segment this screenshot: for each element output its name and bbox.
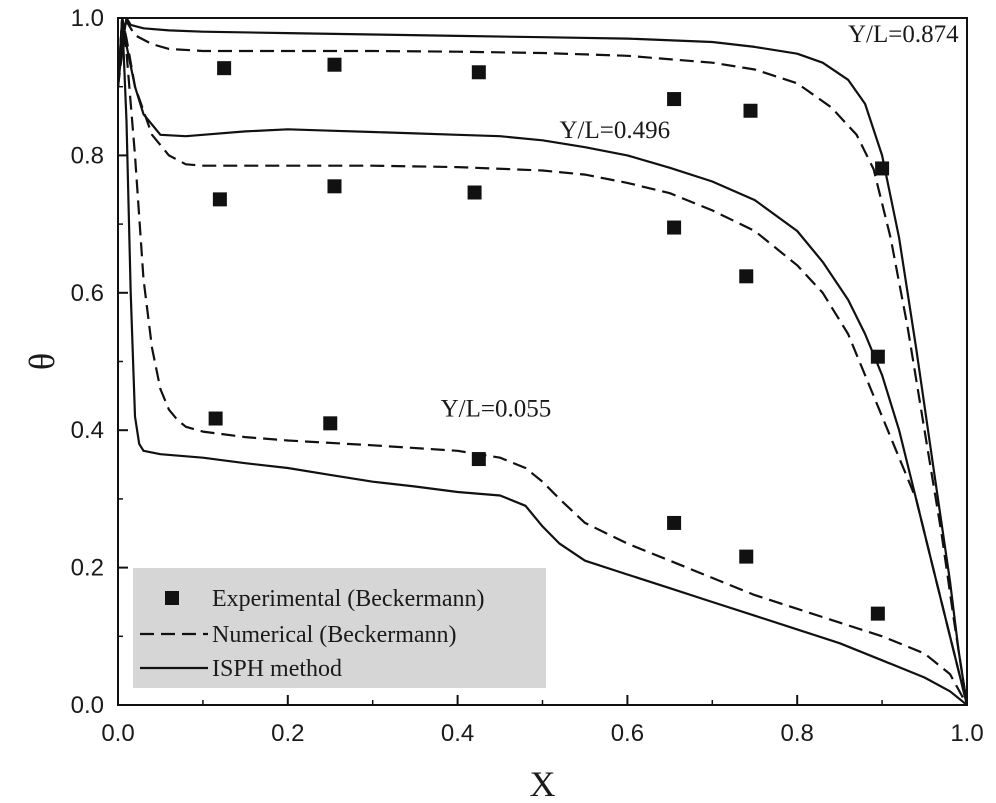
experimental-point-0055-3	[667, 515, 682, 530]
numerical-line-0874	[118, 20, 967, 705]
legend-label-1: Numerical (Beckermann)	[212, 622, 457, 648]
x-tick-label: 0.6	[611, 720, 644, 747]
x-tick-label: 1.0	[950, 720, 983, 747]
y-tick-label: 0.2	[71, 555, 104, 582]
experimental-point-0055-4	[739, 549, 754, 564]
experimental-point-0496-0	[212, 192, 227, 207]
isph-line-0496	[118, 18, 967, 705]
experimental-point-0055-2	[471, 452, 486, 467]
x-tick-label: 0.2	[271, 720, 304, 747]
y-tick-label: 0.6	[71, 280, 104, 307]
experimental-point-0496-2	[467, 185, 482, 200]
experimental-point-0874-1	[327, 57, 342, 72]
y-axis-title: θ	[22, 353, 62, 370]
experimental-point-0496-5	[870, 349, 885, 364]
numerical-line-0496	[118, 18, 967, 705]
legend-label-0: Experimental (Beckermann)	[212, 586, 485, 612]
annotations: Y/L=0.874 Y/L=0.496 Y/L=0.055	[208, 21, 959, 621]
legend-label-2: ISPH method	[212, 656, 342, 682]
experimental-point-0874-2	[471, 65, 486, 80]
x-axis-title: X	[530, 764, 556, 803]
y-tick-label: 0.8	[71, 142, 104, 169]
legend: Experimental (Beckermann) Numerical (Beck…	[133, 568, 546, 688]
curve-label-1: Y/L=0.496	[559, 117, 670, 144]
curve-label-0: Y/L=0.874	[848, 21, 959, 48]
y-tick-label: 0.0	[71, 692, 104, 719]
legend-marker-experimental	[165, 591, 179, 605]
x-tick-label: 0.8	[781, 720, 814, 747]
experimental-point-0874-3	[667, 92, 682, 107]
experimental-point-0874-4	[743, 103, 758, 118]
y-tick-label: 0.4	[71, 417, 104, 444]
experimental-point-0055-5	[870, 606, 885, 621]
experimental-point-0496-1	[327, 179, 342, 194]
experimental-point-0055-1	[323, 416, 338, 431]
experimental-point-0496-3	[667, 220, 682, 235]
axis-labels: 0.0 0.2 0.4 0.6 0.8 1.0 0.0 0.2 0.4 0.6 0.8 1.0 Xθ	[22, 5, 984, 803]
axis-ticks	[117, 17, 968, 706]
y-tick-label: 1.0	[71, 5, 104, 32]
experimental-point-0055-0	[208, 411, 223, 426]
experimental-point-0874-0	[217, 61, 232, 76]
isph-line-0874	[118, 18, 967, 705]
isph-line-0055	[118, 18, 967, 705]
experimental-point-0496-4	[739, 269, 754, 284]
x-tick-label: 0.4	[441, 720, 474, 747]
experimental-point-0874-5	[875, 161, 890, 176]
curve-label-2: Y/L=0.055	[441, 395, 552, 422]
x-tick-label: 0.0	[101, 720, 134, 747]
